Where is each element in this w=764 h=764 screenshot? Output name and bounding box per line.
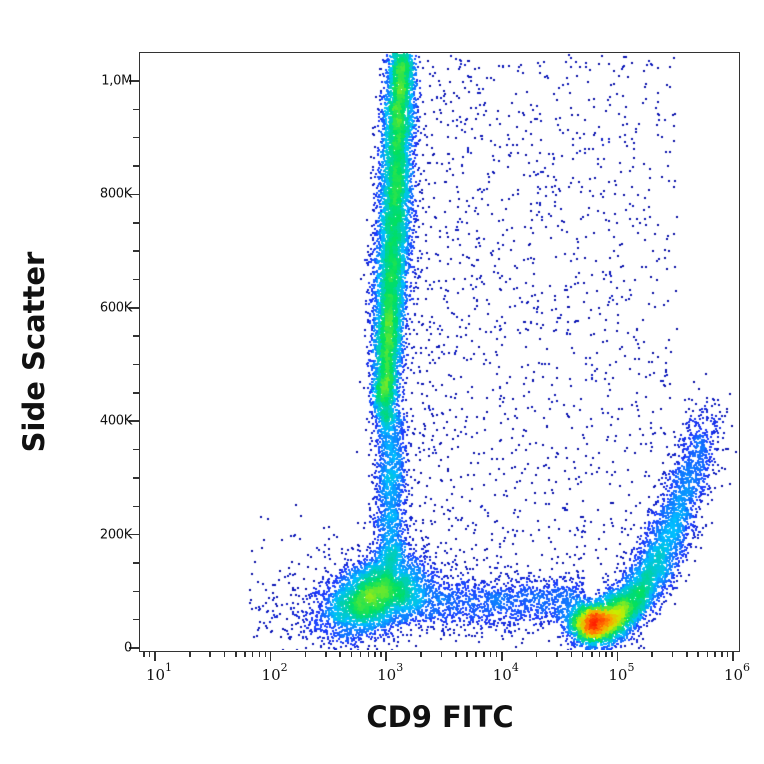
y-minor-tick	[133, 562, 139, 564]
x-tick-base: 10	[145, 666, 166, 684]
x-minor-tick	[374, 652, 376, 657]
x-tick	[269, 652, 272, 661]
y-minor-tick	[133, 250, 139, 252]
x-minor-tick	[325, 652, 327, 657]
y-minor-tick	[133, 505, 139, 507]
x-minor-tick	[714, 652, 716, 657]
x-minor-tick	[148, 652, 151, 657]
x-minor-tick	[264, 652, 267, 657]
x-tick	[385, 652, 387, 661]
x-minor-tick	[611, 652, 613, 657]
x-minor-tick	[258, 652, 261, 657]
y-axis-title: Side Scatter	[17, 251, 51, 453]
x-minor-tick	[350, 652, 353, 657]
x-minor-tick	[721, 652, 723, 657]
y-tick-label: 400K	[99, 413, 132, 429]
y-minor-tick	[133, 165, 139, 167]
y-tick	[129, 307, 139, 309]
y-minor-tick	[133, 590, 139, 593]
x-tick-label: 102	[261, 661, 288, 684]
x-tick	[616, 652, 619, 661]
x-tick-exponent: 1	[165, 661, 173, 674]
y-minor-tick	[133, 477, 139, 479]
y-tick	[129, 647, 139, 649]
x-tick-base: 10	[492, 666, 512, 684]
x-minor-tick	[235, 652, 237, 657]
y-tick-label: 200K	[99, 527, 132, 543]
x-tick-exponent: 4	[511, 661, 519, 674]
x-minor-tick	[671, 652, 674, 657]
y-tick	[129, 533, 139, 536]
x-minor-tick	[483, 652, 485, 657]
x-tick	[154, 652, 156, 661]
y-tick-label: 1,0M	[101, 73, 132, 89]
y-minor-tick	[133, 618, 139, 621]
x-minor-tick	[535, 652, 538, 657]
scatter-density-canvas	[140, 53, 738, 650]
x-tick-label: 105	[608, 661, 635, 684]
x-minor-tick	[440, 652, 443, 657]
x-minor-tick	[339, 652, 341, 657]
plot-area	[139, 52, 740, 652]
x-minor-tick	[697, 652, 699, 657]
x-tick-label: 106	[723, 661, 751, 684]
x-minor-tick	[420, 652, 422, 657]
x-tick-label: 104	[492, 661, 519, 684]
x-minor-tick	[209, 652, 211, 657]
x-axis-title: CD9 FITC	[366, 700, 514, 734]
x-tick-base: 10	[377, 666, 397, 684]
x-minor-tick	[605, 652, 607, 657]
x-minor-tick	[466, 652, 468, 657]
y-minor-tick	[133, 392, 139, 394]
x-minor-tick	[556, 652, 558, 657]
x-minor-tick	[598, 652, 601, 657]
x-minor-tick	[143, 652, 145, 657]
x-tick-base: 10	[608, 666, 628, 684]
x-minor-tick	[455, 652, 457, 657]
y-minor-tick	[133, 222, 139, 224]
x-minor-tick	[223, 652, 226, 657]
x-minor-tick	[706, 652, 709, 657]
x-minor-tick	[495, 652, 498, 657]
x-minor-tick	[651, 652, 653, 657]
x-tick-exponent: 6	[743, 661, 751, 674]
x-minor-tick	[591, 652, 593, 657]
x-tick-base: 10	[261, 666, 281, 684]
y-tick-label: 0	[124, 640, 132, 656]
x-tick	[501, 652, 503, 661]
x-minor-tick	[475, 652, 477, 657]
x-minor-tick	[244, 652, 246, 657]
x-minor-tick	[570, 652, 573, 657]
x-minor-tick	[581, 652, 584, 657]
x-tick-label: 101	[145, 661, 173, 684]
y-minor-tick	[133, 136, 139, 139]
x-minor-tick	[367, 652, 370, 657]
y-tick-label: 800K	[99, 186, 132, 202]
x-tick-exponent: 3	[396, 661, 404, 674]
x-tick-base: 10	[723, 666, 744, 684]
x-minor-tick	[489, 652, 492, 657]
x-tick-exponent: 5	[627, 661, 635, 674]
x-minor-tick	[726, 652, 729, 657]
y-tick	[129, 193, 139, 196]
y-minor-tick	[133, 448, 139, 451]
x-tick-exponent: 2	[280, 661, 288, 674]
x-minor-tick	[189, 652, 191, 657]
x-tick-label: 103	[377, 661, 404, 684]
x-minor-tick	[251, 652, 254, 657]
y-tick	[129, 80, 139, 82]
x-minor-tick	[686, 652, 688, 657]
y-tick	[129, 420, 139, 422]
y-minor-tick	[133, 108, 139, 111]
x-minor-tick	[304, 652, 307, 657]
y-minor-tick	[133, 335, 139, 337]
y-minor-tick	[133, 363, 139, 366]
y-minor-tick	[133, 278, 139, 281]
x-minor-tick	[359, 652, 362, 657]
x-minor-tick	[380, 652, 382, 657]
x-tick	[732, 652, 734, 661]
y-tick-label: 600K	[99, 300, 132, 316]
